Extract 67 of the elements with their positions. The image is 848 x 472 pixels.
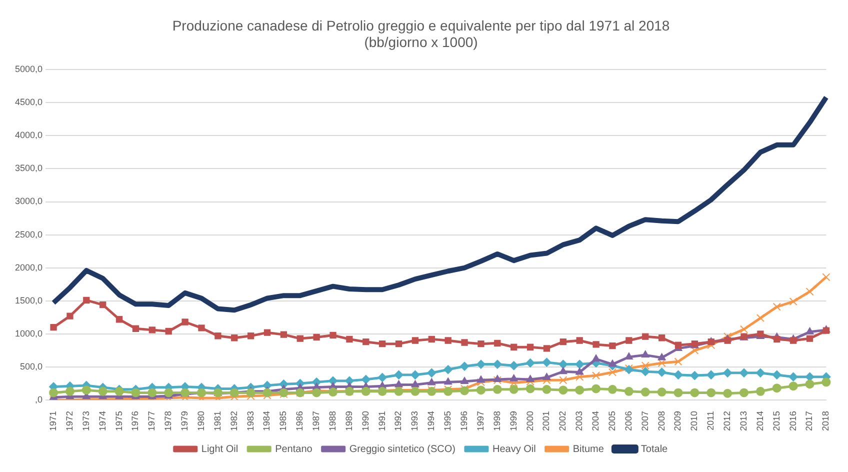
y-tick-label: ,0 [35,394,43,404]
x-tick-label: 1976 [130,410,140,432]
x-tick-label: 1972 [64,410,74,432]
x-tick-label: 2005 [606,410,617,432]
x-tick-label: 1991 [376,410,387,432]
x-tick-label: 2004 [590,410,601,432]
y-tick-label: 3500,0 [14,163,43,174]
x-tick-label: 2007 [640,410,650,432]
y-tick-label: 4000,0 [14,130,43,140]
x-tick-label: 2016 [788,410,798,432]
x-tick-label: 2018 [820,410,831,432]
x-tick-label: 1983 [245,410,256,432]
x-tick-label: 1974 [97,410,108,432]
x-tick-label: 2012 [722,410,732,432]
x-tick-label: 1980 [196,410,206,432]
x-tick-label: 1971 [48,410,58,432]
y-tick-label: 2500,0 [14,229,43,240]
legend-label: Totale [640,444,668,455]
y-tick-label: 5000,0 [14,64,43,74]
x-tick-label: 1997 [475,410,486,432]
legend-label: Greggio sintetico (SCO) [349,444,456,455]
x-tick-label: 1979 [180,410,190,432]
x-tick-label: 1975 [114,410,124,432]
x-tick-label: 1985 [278,410,288,432]
x-tick-label: 1982 [228,410,239,432]
x-tick-label: 1995 [442,410,453,432]
x-tick-label: 1984 [262,410,272,432]
x-tick-label: 1992 [393,410,404,432]
legend-label: Light Oil [201,444,238,455]
x-tick-label: 2001 [541,410,552,432]
x-tick-label: 1996 [459,410,470,432]
x-tick-label: 2000 [524,410,535,432]
x-tick-label: 1999 [508,410,518,432]
legend-label: Heavy Oil [492,444,536,455]
x-tick-label: 2013 [738,410,748,432]
x-tick-label: 2011 [706,410,716,430]
x-tick-label: 1973 [80,410,91,432]
x-tick-label: 1993 [410,410,420,432]
x-tick-label: 1986 [294,410,305,432]
chart-title: Produzione canadese di Petrolio greggio e equivalente per tipo dal 1971 al 2018 [172,17,670,34]
x-tick-label: 2017 [804,410,814,432]
y-tick-label: 3000,0 [14,196,43,206]
y-tick-label: 2000,0 [14,262,43,272]
x-tick-label: 2006 [623,410,634,432]
x-tick-label: 2003 [574,410,584,432]
y-tick-label: 4500,0 [14,97,43,108]
x-tick-label: 2009 [672,410,683,432]
x-tick-label: 1989 [344,410,354,432]
x-tick-label: 1990 [360,410,370,432]
legend-label: Bitume [572,444,604,455]
x-tick-label: 1994 [426,410,436,432]
x-tick-label: 1977 [146,410,157,432]
x-tick-label: 2008 [656,410,666,432]
x-tick-label: 1987 [311,410,322,432]
chart-subtitle: (bb/giorno x 1000) [364,34,478,50]
x-tick-label: 2015 [771,410,782,432]
y-tick-label: 500,0 [20,361,43,372]
x-tick-label: 1981 [212,410,222,432]
legend-label: Pentano [275,444,313,455]
x-tick-label: 1998 [492,410,502,432]
y-tick-label: 1000,0 [14,328,43,338]
y-tick-label: 1500,0 [14,295,43,306]
x-tick-label: 1978 [163,410,174,432]
x-tick-label: 2010 [689,410,700,432]
x-tick-label: 2002 [558,410,568,432]
x-tick-label: 2014 [754,410,765,432]
x-tick-label: 1988 [327,410,338,432]
